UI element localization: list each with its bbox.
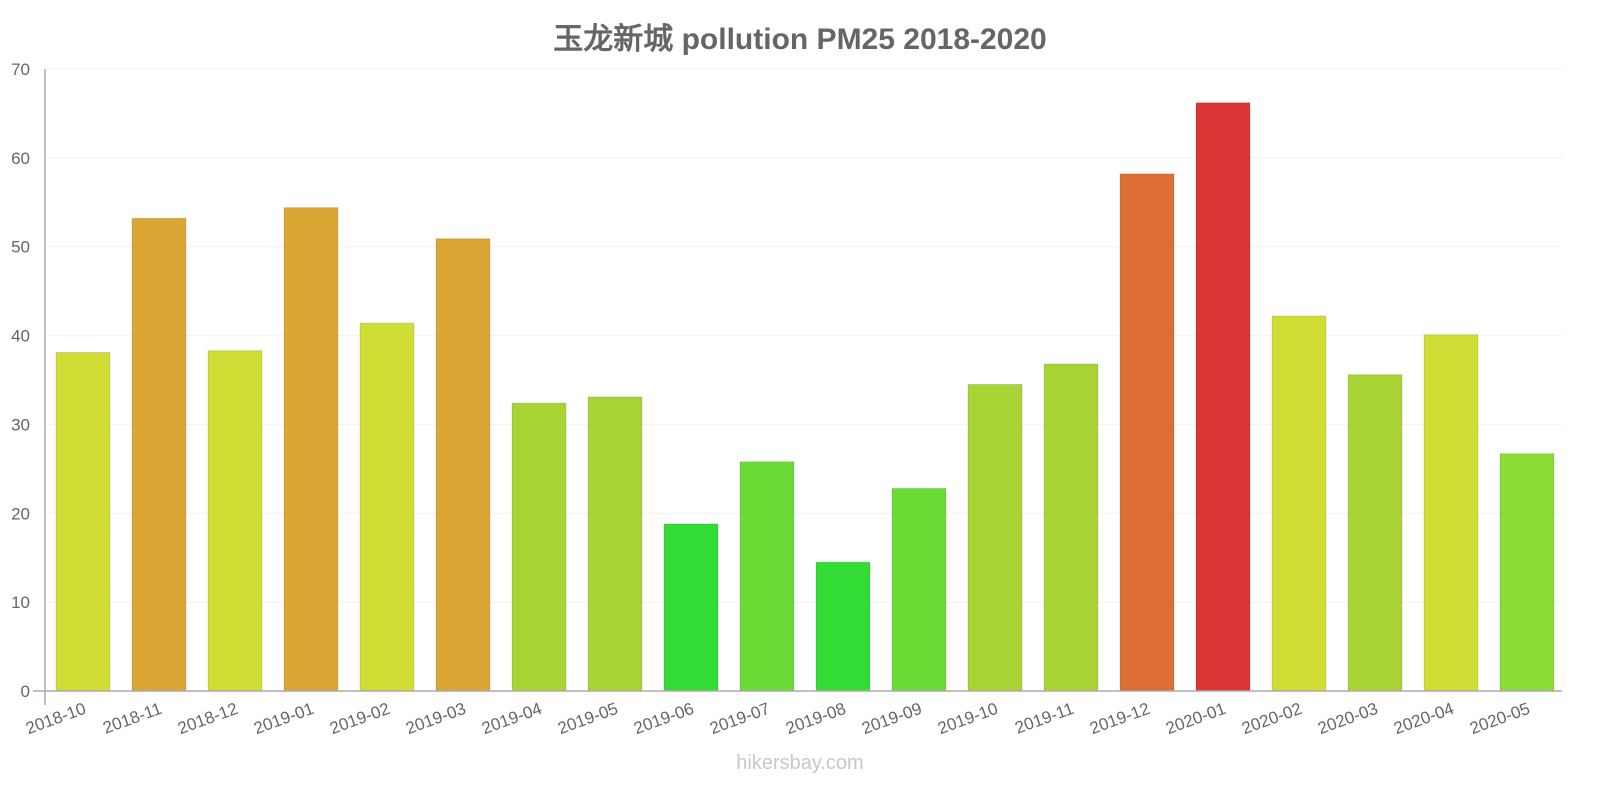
- bar-2019-01[interactable]: [283, 207, 339, 692]
- bar-2019-06[interactable]: [663, 523, 719, 692]
- y-axis-labels: 0 10 20 30 40 50 60 70: [11, 60, 30, 701]
- watermark: hikersbay.com: [736, 752, 864, 774]
- x-tick-label: 2019-04: [479, 699, 544, 738]
- y-tick-label: 0: [21, 682, 30, 701]
- x-tick-label: 2019-01: [251, 699, 316, 738]
- bar-2020-05[interactable]: [1499, 453, 1555, 692]
- gridlines: [45, 68, 1562, 603]
- x-tick-label: 2019-10: [935, 699, 1000, 738]
- x-tick-label: 2020-02: [1239, 699, 1304, 738]
- bar-2020-04[interactable]: [1423, 334, 1479, 692]
- bar-2019-09[interactable]: [891, 487, 947, 692]
- x-tick-label: 2019-11: [1012, 699, 1076, 738]
- axes: [33, 69, 1562, 705]
- bar-2019-03[interactable]: [435, 238, 491, 692]
- x-tick-label: 2019-03: [403, 699, 468, 738]
- x-axis-labels: 2018-10 2018-11 2018-12 2019-01 2019-02 2019-…: [23, 699, 1532, 738]
- x-tick-label: 2019-09: [859, 699, 924, 738]
- y-tick-label: 30: [11, 415, 30, 434]
- bar-2018-11[interactable]: [131, 217, 187, 692]
- x-tick-label: 2020-01: [1163, 699, 1228, 738]
- chart-title: 玉龙新城 pollution PM25 2018-2020: [553, 23, 1047, 56]
- y-tick-label: 70: [11, 60, 30, 79]
- x-tick-label: 2019-07: [707, 699, 772, 738]
- x-tick-label: 2018-12: [175, 699, 240, 738]
- x-tick-label: 2020-03: [1315, 699, 1380, 738]
- x-tick-label: 2019-02: [327, 699, 392, 738]
- x-tick-label: 2019-05: [555, 699, 620, 738]
- y-tick-label: 20: [11, 504, 30, 523]
- x-tick-label: 2019-12: [1087, 699, 1152, 738]
- bar-2020-03[interactable]: [1347, 374, 1403, 692]
- bars: [55, 102, 1555, 692]
- bar-2019-08[interactable]: [815, 561, 871, 692]
- bar-2019-12[interactable]: [1119, 173, 1175, 692]
- bar-2020-02[interactable]: [1271, 315, 1327, 692]
- x-tick-label: 2019-08: [783, 699, 848, 738]
- x-tick-label: 2020-05: [1467, 699, 1532, 738]
- bar-2019-02[interactable]: [359, 322, 415, 692]
- x-tick-label: 2018-10: [23, 699, 88, 738]
- y-tick-label: 60: [11, 149, 30, 168]
- y-tick-label: 40: [11, 327, 30, 346]
- bar-2019-07[interactable]: [739, 461, 795, 692]
- x-tick-label: 2018-11: [100, 699, 164, 738]
- bar-2019-04[interactable]: [511, 402, 567, 692]
- bar-2018-12[interactable]: [207, 350, 263, 692]
- bar-2020-01[interactable]: [1195, 102, 1251, 692]
- bar-2019-11[interactable]: [1043, 363, 1099, 692]
- x-tick-label: 2019-06: [631, 699, 696, 738]
- y-tick-label: 10: [11, 593, 30, 612]
- bar-2019-10[interactable]: [967, 383, 1023, 692]
- x-tick-label: 2020-04: [1391, 699, 1456, 738]
- y-tick-label: 50: [11, 238, 30, 257]
- bar-2019-05[interactable]: [587, 396, 643, 692]
- bar-2018-10[interactable]: [55, 351, 111, 692]
